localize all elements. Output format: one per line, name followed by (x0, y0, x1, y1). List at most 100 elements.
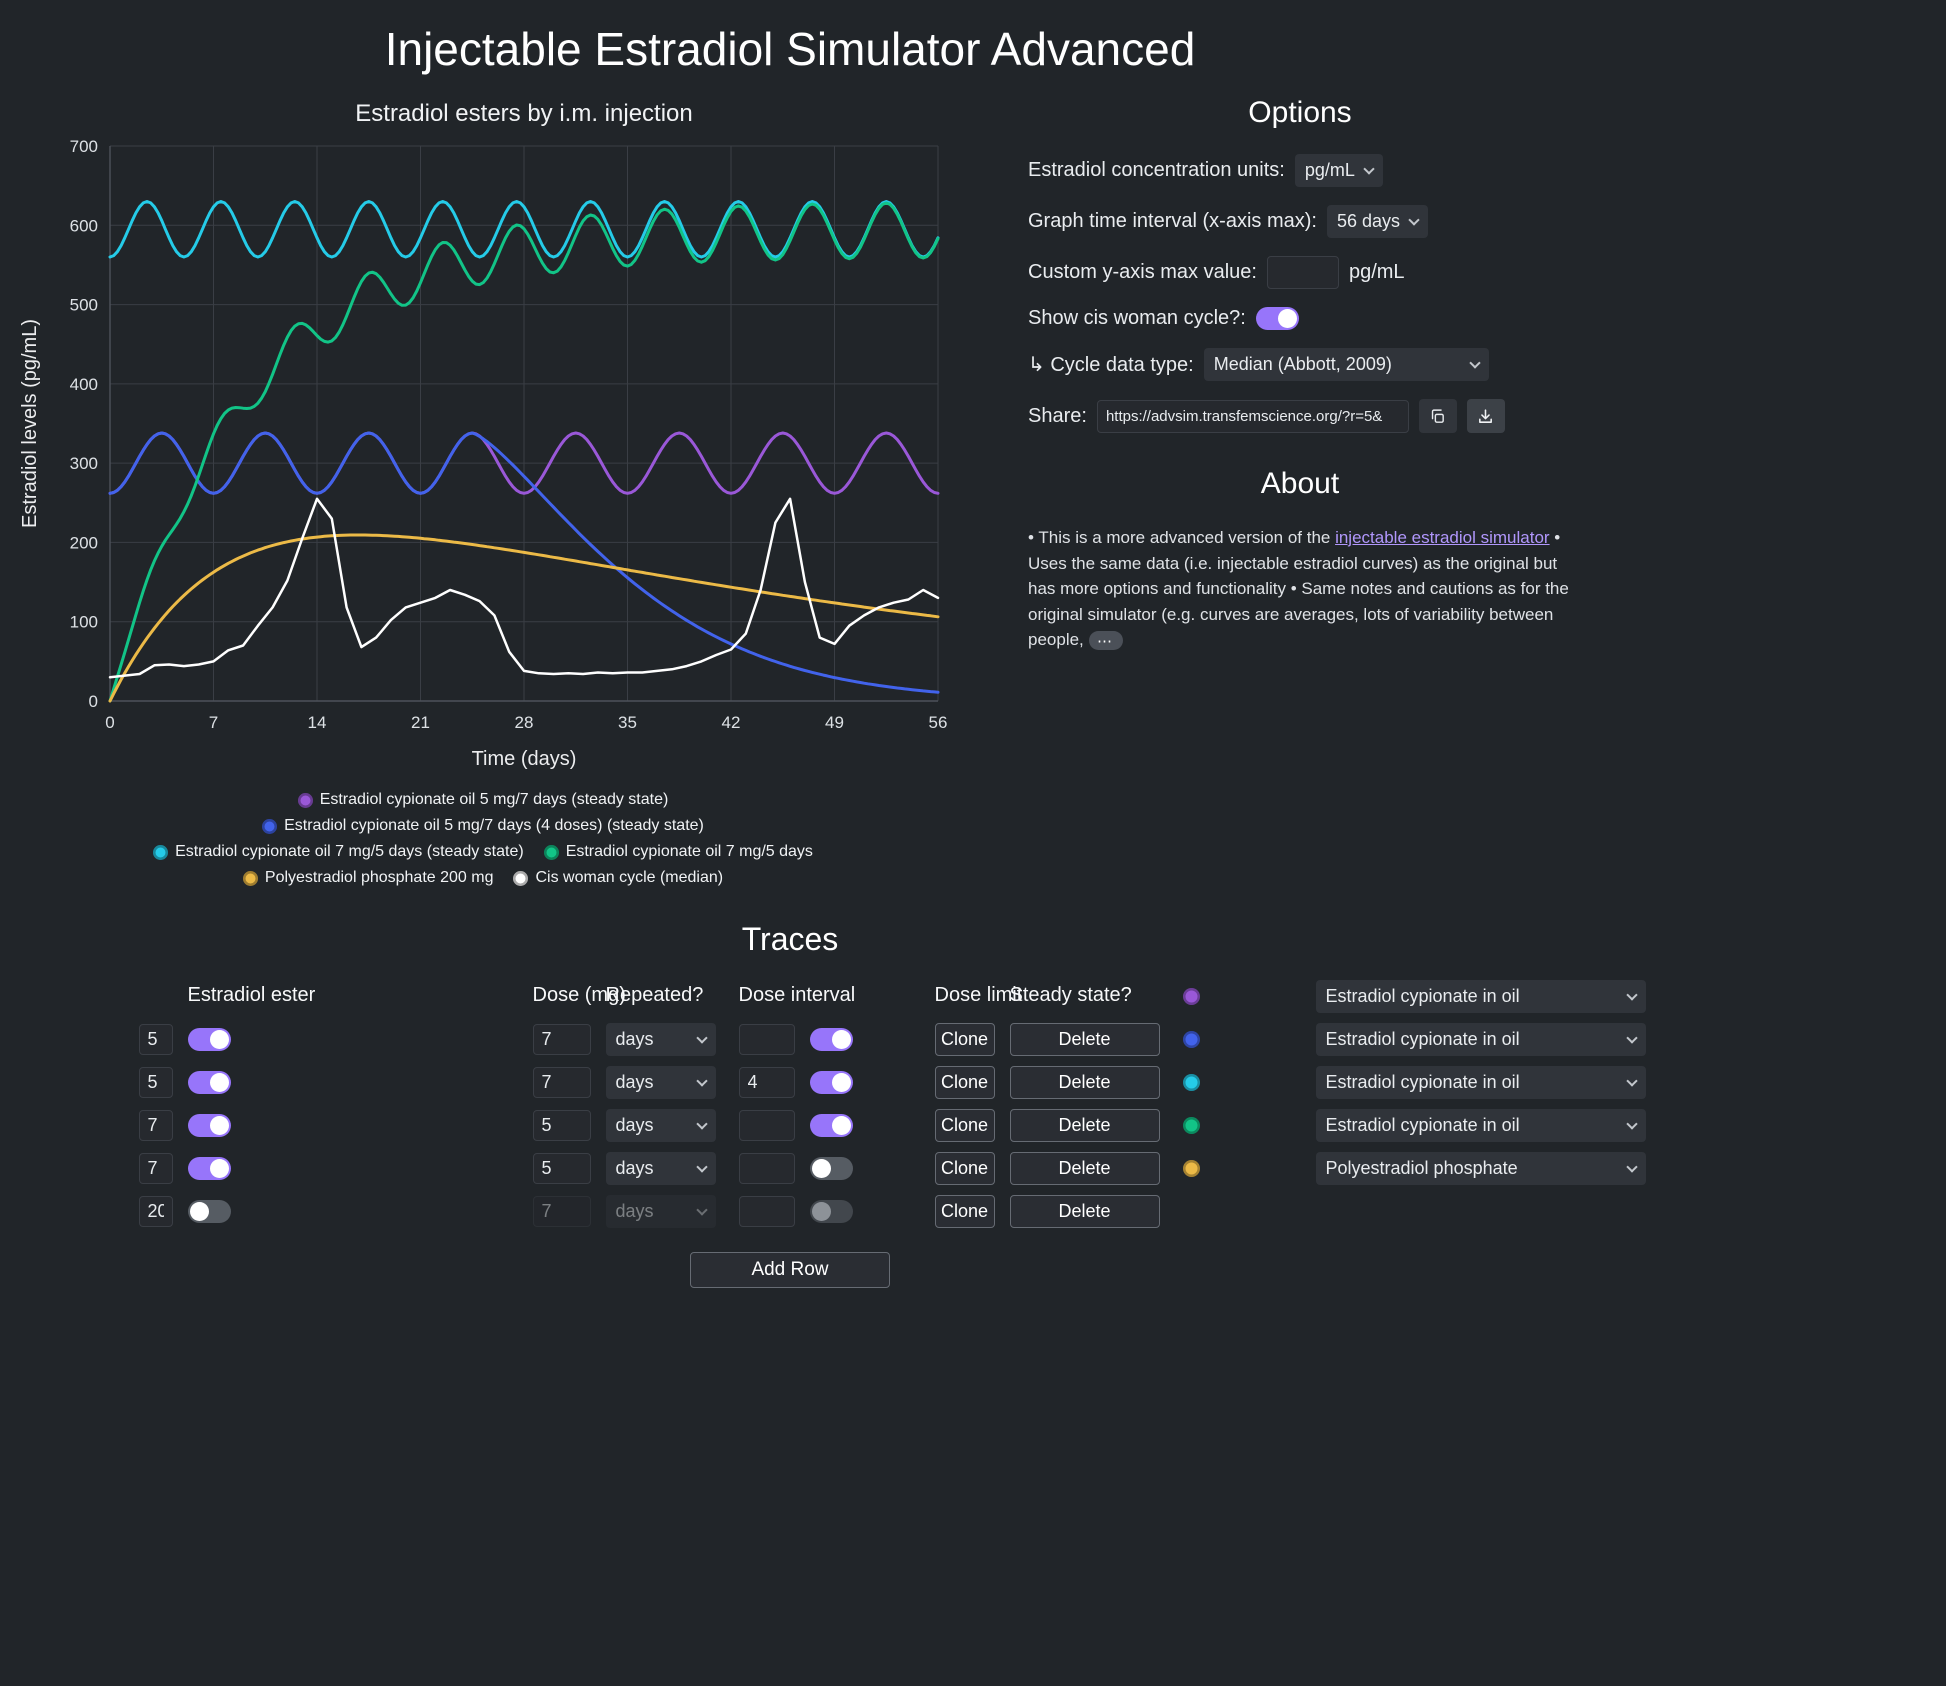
trace-color-dot (1182, 1031, 1200, 1048)
repeated-toggle-row2[interactable] (187, 1071, 231, 1094)
dose-input-row4[interactable] (138, 1153, 173, 1184)
svg-text:700: 700 (70, 137, 98, 156)
dose-interval-input-row4[interactable] (532, 1153, 591, 1184)
chevron-down-icon (695, 1118, 708, 1130)
repeated-toggle-row3[interactable] (187, 1114, 231, 1137)
dose-limit-input-row2[interactable] (738, 1067, 795, 1098)
expand-about-button[interactable]: ⋯ (1088, 631, 1123, 651)
svg-text:200: 200 (70, 533, 98, 552)
dose-limit-input-row1[interactable] (738, 1024, 795, 1055)
options-heading: Options (1248, 96, 1352, 129)
delete-button-row2[interactable]: Delete (1009, 1066, 1160, 1099)
share-url-input[interactable] (1096, 399, 1409, 433)
header-dose-limit: Dose limit (934, 984, 1023, 1006)
legend-item-cis_cycle_median[interactable]: Cis woman cycle (median) (513, 869, 723, 887)
toggle-knob (209, 1159, 229, 1178)
steady-state-toggle-row3[interactable] (809, 1114, 853, 1137)
legend-marker-icon (242, 870, 258, 886)
repeated-toggle-row5[interactable] (187, 1200, 231, 1223)
dose-input-row2[interactable] (138, 1067, 173, 1098)
chart-title: Estradiol esters by i.m. injection (355, 100, 693, 127)
dose-input-row5[interactable] (138, 1196, 173, 1227)
toggle-knob (209, 1030, 229, 1049)
dose-interval-input-row2[interactable] (532, 1067, 591, 1098)
interval-unit-select-row1[interactable]: days (605, 1023, 716, 1056)
interval-unit-select-row3[interactable]: days (605, 1109, 716, 1142)
clone-button-row4[interactable]: Clone (934, 1152, 995, 1185)
clone-button-row2[interactable]: Clone (934, 1066, 995, 1099)
traces-section: Traces Estradiol ester Dose (mg) Repeate… (8, 921, 1646, 1322)
ester-select-value: Estradiol cypionate in oil (1325, 1029, 1520, 1049)
toggle-knob (1277, 309, 1297, 328)
delete-button-row4[interactable]: Delete (1009, 1152, 1160, 1185)
dose-input-row1[interactable] (138, 1024, 173, 1055)
ester-select-row5[interactable]: Polyestradiol phosphate (1315, 1152, 1646, 1185)
interval-unit-select-row4[interactable]: days (605, 1152, 716, 1185)
units-select[interactable]: pg/mL (1294, 154, 1383, 187)
repeated-toggle-row4[interactable] (187, 1157, 231, 1180)
interval-unit-value: days (615, 1029, 654, 1049)
option-row-time-interval: Graph time interval (x-axis max): 56 day… (1028, 205, 1572, 238)
option-row-units: Estradiol concentration units: pg/mL (1028, 154, 1572, 187)
svg-text:7: 7 (209, 713, 218, 732)
steady-state-toggle-row2[interactable] (809, 1071, 853, 1094)
delete-button-row3[interactable]: Delete (1009, 1109, 1160, 1142)
clone-button-row3[interactable]: Clone (934, 1109, 995, 1142)
show-cycle-toggle[interactable] (1255, 307, 1299, 330)
traces-heading: Traces (741, 921, 839, 957)
ester-select-row1[interactable]: Estradiol cypionate in oil (1315, 980, 1646, 1013)
chart-panel: Estradiol esters by i.m. injection 0 7 14 2… (8, 80, 993, 895)
legend-item-pep_200mg[interactable]: Polyestradiol phosphate 200 mg (242, 869, 494, 887)
chevron-down-icon (1625, 1075, 1638, 1087)
clone-button-row5[interactable]: Clone (934, 1195, 995, 1228)
download-icon (1479, 408, 1493, 423)
steady-state-toggle-row1[interactable] (809, 1028, 853, 1051)
dose-limit-input-row4[interactable] (738, 1153, 795, 1184)
toggle-knob (811, 1202, 831, 1221)
legend-label: Polyestradiol phosphate 200 mg (264, 869, 494, 886)
option-row-share: Share: (1028, 399, 1572, 433)
add-row-button[interactable]: Add Row (690, 1252, 890, 1288)
ester-select-value: Estradiol cypionate in oil (1325, 986, 1520, 1006)
header-steady-state: Steady state? (1009, 984, 1132, 1006)
toggle-knob (209, 1116, 229, 1135)
legend-item-ec_oil_5mg_7d_4doses_ss[interactable]: Estradiol cypionate oil 5 mg/7 days (4 d… (262, 817, 704, 835)
simulator-link[interactable]: injectable estradiol simulator (1335, 528, 1550, 547)
legend-item-ec_oil_7mg_5d[interactable]: Estradiol cypionate oil 7 mg/5 days (543, 843, 813, 861)
estradiol-chart[interactable]: 0 7 14 21 28 35 42 49 56 0 100 200 300 400 500 600 700 Ti… (8, 128, 958, 783)
series-pep_200mg (108, 533, 940, 703)
delete-button-row1[interactable]: Delete (1009, 1023, 1160, 1056)
clone-button-row1[interactable]: Clone (934, 1023, 995, 1056)
cycle-type-select[interactable]: Median (Abbott, 2009) (1203, 348, 1489, 381)
download-button[interactable] (1466, 399, 1505, 433)
interval-unit-select-row2[interactable]: days (605, 1066, 716, 1099)
legend-item-ec_oil_5mg_7d_ss[interactable]: Estradiol cypionate oil 5 mg/7 days (ste… (297, 791, 669, 809)
chevron-down-icon (695, 1075, 708, 1087)
ester-select-row4[interactable]: Estradiol cypionate in oil (1315, 1109, 1646, 1142)
interval-unit-select-row5: days (605, 1195, 716, 1228)
dose-interval-input-row1[interactable] (532, 1024, 591, 1055)
dose-input-row3[interactable] (138, 1110, 173, 1141)
ester-select-row3[interactable]: Estradiol cypionate in oil (1315, 1066, 1646, 1099)
about-heading: About (1260, 467, 1340, 500)
steady-state-toggle-row4[interactable] (809, 1157, 853, 1180)
interval-unit-value: days (615, 1115, 654, 1135)
legend-item-ec_oil_7mg_5d_ss[interactable]: Estradiol cypionate oil 7 mg/5 days (ste… (153, 843, 524, 861)
chevron-down-icon (1469, 357, 1481, 369)
delete-button-row5[interactable]: Delete (1009, 1195, 1160, 1228)
svg-text:Time (days): Time (days) (472, 748, 577, 770)
svg-text:400: 400 (70, 375, 98, 394)
chevron-down-icon (1625, 1161, 1638, 1173)
repeated-toggle-row1[interactable] (187, 1028, 231, 1051)
legend-label: Estradiol cypionate oil 5 mg/7 days (ste… (319, 791, 669, 808)
ymax-input[interactable] (1266, 256, 1339, 289)
dose-limit-input-row3[interactable] (738, 1110, 795, 1141)
option-row-ymax: Custom y-axis max value: pg/mL (1028, 256, 1572, 289)
dose-interval-input-row3[interactable] (532, 1110, 591, 1141)
dose-limit-input-row5[interactable] (738, 1196, 795, 1227)
chevron-down-icon (1363, 163, 1375, 175)
cycle-type-label: ↳ Cycle data type: (1028, 354, 1194, 376)
time-interval-select[interactable]: 56 days (1326, 205, 1429, 238)
ester-select-row2[interactable]: Estradiol cypionate in oil (1315, 1023, 1646, 1056)
copy-link-button[interactable] (1418, 399, 1457, 433)
